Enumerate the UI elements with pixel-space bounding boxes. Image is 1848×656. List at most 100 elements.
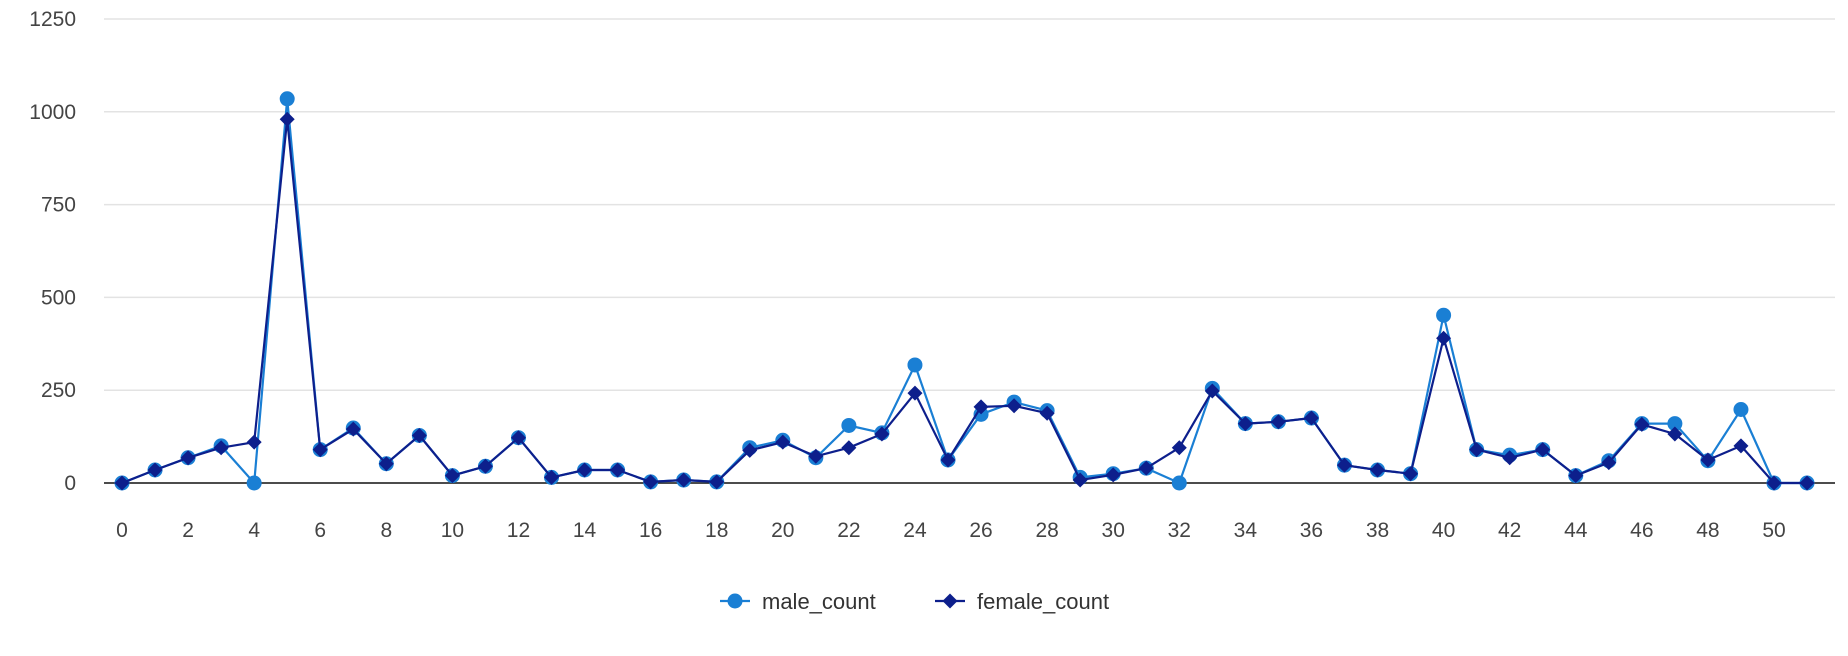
x-tick-label: 38 (1366, 519, 1389, 542)
data-point (1634, 416, 1650, 432)
data-point (1733, 402, 1749, 418)
data-point (544, 469, 560, 485)
legend: male_count female_count (720, 589, 1109, 614)
data-point (907, 357, 923, 373)
x-tick-label: 40 (1432, 519, 1455, 542)
data-point (279, 91, 295, 107)
data-point (279, 111, 295, 127)
x-tick-label: 14 (573, 519, 597, 542)
data-point (742, 442, 758, 458)
legend-label: female_count (977, 589, 1109, 614)
data-point (1502, 450, 1518, 466)
data-point (477, 458, 493, 474)
y-tick-label: 500 (41, 286, 76, 309)
data-point (345, 421, 361, 437)
x-tick-label: 0 (116, 519, 128, 542)
x-tick-label: 32 (1168, 519, 1191, 542)
data-point (610, 462, 626, 478)
data-point (1270, 414, 1286, 430)
data-point (1733, 438, 1749, 454)
x-tick-label: 2 (182, 519, 194, 542)
x-tick-label: 42 (1498, 519, 1521, 542)
data-point (874, 426, 890, 442)
data-point (1469, 442, 1485, 458)
x-tick-label: 4 (248, 519, 260, 542)
x-tick-label: 44 (1564, 519, 1588, 542)
data-point (1667, 416, 1683, 432)
x-tick-label: 8 (380, 519, 392, 542)
series-line (121, 97, 1807, 485)
data-point (1204, 383, 1220, 399)
series-line (121, 118, 1807, 485)
data-point (1303, 410, 1319, 426)
data-point (808, 448, 824, 464)
data-point (1370, 462, 1386, 478)
data-point (1766, 475, 1782, 491)
x-tick-label: 6 (314, 519, 326, 542)
data-point (312, 442, 328, 458)
x-tick-label: 22 (837, 519, 860, 542)
data-point (1138, 460, 1154, 476)
x-tick-label: 30 (1102, 519, 1125, 542)
data-point (444, 468, 460, 484)
y-tick-label: 250 (41, 379, 76, 402)
data-point (246, 434, 262, 450)
x-axis: 0 2 4 6 8 10 12 14 16 18 20 22 24 26 28 30 32 34 36 38 40 42 4… (104, 482, 1835, 542)
x-tick-label: 28 (1035, 519, 1058, 542)
data-point (411, 427, 427, 443)
data-point (907, 385, 923, 401)
y-tick-label: 1250 (29, 8, 76, 31)
data-point (1006, 398, 1022, 414)
x-tick-label: 50 (1762, 519, 1785, 542)
y-axis: 0 250 500 750 1000 1250 (29, 8, 76, 495)
data-point (1601, 455, 1617, 471)
y-tick-label: 750 (41, 194, 76, 217)
data-point (1403, 466, 1419, 482)
x-tick-label: 46 (1630, 519, 1653, 542)
x-tick-label: 26 (969, 519, 992, 542)
legend-item-male-count: male_count (720, 589, 876, 614)
data-point (1039, 405, 1055, 421)
y-tick-label: 0 (64, 472, 76, 495)
data-point (940, 452, 956, 468)
data-point (114, 475, 130, 491)
data-point (1799, 475, 1815, 491)
data-point (1535, 442, 1551, 458)
data-point (510, 430, 526, 446)
data-point (709, 474, 725, 490)
data-point (246, 475, 262, 491)
series (114, 91, 1815, 491)
data-point (213, 440, 229, 456)
x-tick-label: 10 (441, 519, 464, 542)
legend-label: male_count (762, 589, 876, 614)
data-point (1072, 472, 1088, 488)
data-point (1436, 330, 1452, 346)
data-point (1336, 457, 1352, 473)
data-point (1436, 307, 1452, 323)
gridlines (104, 18, 1835, 391)
x-tick-label: 48 (1696, 519, 1719, 542)
x-tick-label: 24 (903, 519, 927, 542)
legend-marker (942, 593, 958, 609)
data-point (180, 450, 196, 466)
x-tick-label: 20 (771, 519, 794, 542)
data-point (841, 417, 857, 433)
data-point (643, 474, 659, 490)
data-point (1667, 426, 1683, 442)
x-tick-label: 36 (1300, 519, 1323, 542)
legend-item-female-count: female_count (935, 589, 1109, 614)
data-point (147, 462, 163, 478)
data-point (1171, 475, 1187, 491)
x-tick-label: 12 (507, 519, 530, 542)
series-female-count (114, 111, 1815, 491)
data-point (775, 434, 791, 450)
legend-marker (727, 593, 743, 609)
data-point (841, 440, 857, 456)
data-point (973, 399, 989, 415)
x-tick-label: 16 (639, 519, 662, 542)
x-tick-label: 34 (1234, 519, 1258, 542)
data-point (577, 462, 593, 478)
series-male-count (114, 91, 1815, 491)
